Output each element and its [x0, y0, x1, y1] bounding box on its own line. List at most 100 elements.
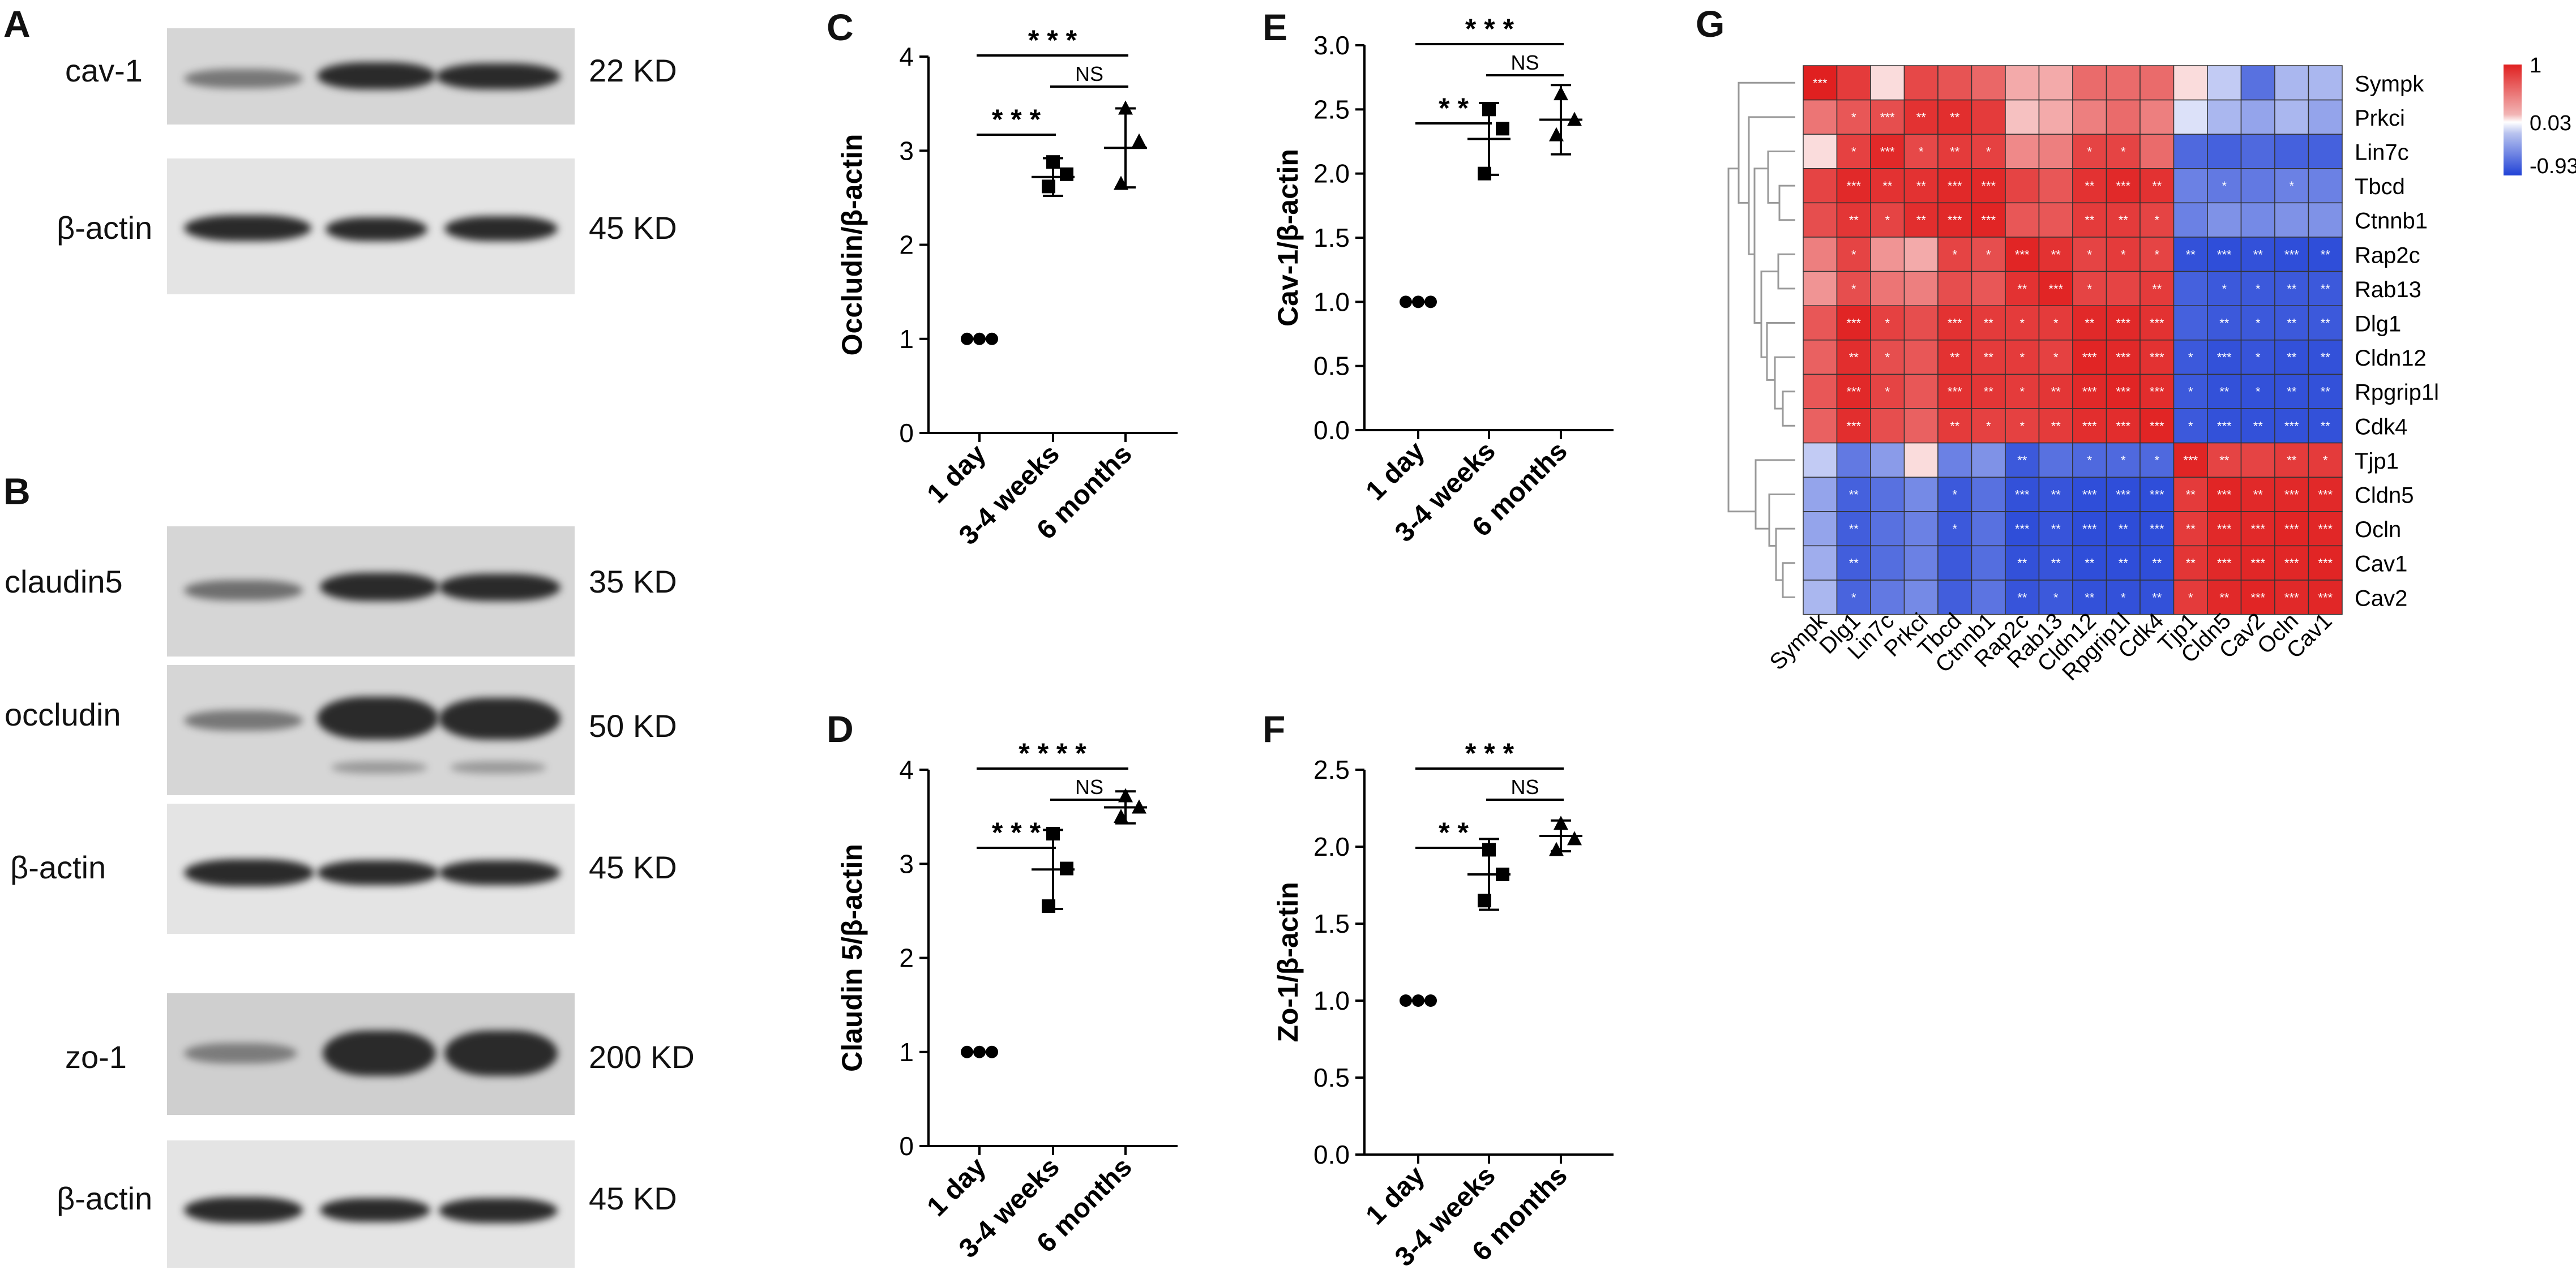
chart-f-point [1549, 842, 1564, 856]
heatmap-row-label: Lin7c [2355, 140, 2409, 165]
heatmap-cell [2240, 545, 2275, 581]
heatmap-star: ** [2051, 385, 2061, 399]
heatmap-star: ** [2219, 316, 2230, 331]
heatmap-cell [1971, 65, 2006, 101]
heatmap-cell [2005, 340, 2040, 375]
heatmap-cell [1903, 511, 1939, 547]
chart-d-ytick-label: 3 [899, 849, 914, 878]
heatmap-star: *** [2284, 488, 2299, 502]
heatmap-star: ** [1984, 316, 1994, 331]
heatmap-star: * [2121, 453, 2126, 467]
chart-d-ytick-label: 1 [899, 1037, 914, 1067]
heatmap-star: *** [2015, 488, 2030, 502]
heatmap-cell [1903, 408, 1939, 444]
heatmap-star: ** [2321, 247, 2331, 261]
heatmap-star: * [2121, 145, 2126, 159]
heatmap-star: * [1919, 145, 1924, 159]
heatmap-cell [1870, 442, 1905, 478]
dendrogram-branch [1782, 391, 1795, 427]
heatmap-cell [2005, 65, 2040, 101]
heatmap-cell [1937, 442, 1972, 478]
heatmap-star: * [1885, 350, 1890, 364]
heatmap-star: *** [2116, 316, 2130, 331]
heatmap-star: * [2019, 350, 2025, 364]
blot-image-actin-a [167, 158, 575, 294]
heatmap-cell [2207, 65, 2242, 101]
heatmap-cell [2173, 340, 2208, 375]
chart-f-sig-label: NS [1510, 775, 1539, 799]
heatmap-star: *** [2048, 282, 2063, 296]
chart-f-ytick-label: 1.0 [1313, 986, 1350, 1015]
chart-c-ytick-label: 3 [899, 136, 914, 165]
heatmap-star: *** [2250, 590, 2265, 604]
heatmap-star: *** [2250, 556, 2265, 570]
heatmap-star: *** [2250, 522, 2265, 536]
heatmap-star: *** [2318, 522, 2333, 536]
heatmap-star: *** [2284, 247, 2299, 261]
chart-f-ytick-label: 2.5 [1313, 755, 1350, 784]
heatmap-cell [1903, 271, 1939, 306]
blot-label-actin-b1: β-actin [10, 850, 106, 885]
heatmap-star: ** [2051, 556, 2061, 570]
chart-e-ytick-label: 0.0 [1313, 415, 1350, 445]
heatmap-star: *** [2318, 488, 2333, 502]
heatmap-row-label: Cav2 [2355, 586, 2407, 611]
heatmap-star: ** [1849, 350, 1859, 364]
dendrogram-branch [1777, 253, 1795, 290]
heatmap-star: *** [1948, 385, 1962, 399]
chart-c-point [1132, 133, 1146, 148]
heatmap-star: * [2256, 282, 2261, 296]
heatmap-cell [1803, 408, 1838, 444]
dendrogram-branch [1768, 494, 1795, 547]
heatmap-cell [2072, 442, 2107, 478]
heatmap-star: *** [1981, 213, 1996, 228]
heatmap-cell [2005, 237, 2040, 272]
chart-e-ylabel: Cav-1/β-actin [1272, 149, 1304, 327]
heatmap-cell [2240, 408, 2275, 444]
heatmap-cell [2274, 237, 2309, 272]
heatmap-star: ** [1849, 556, 1859, 570]
heatmap-star: * [1851, 145, 1856, 159]
heatmap-cell [1836, 408, 1871, 444]
heatmap-cell [2308, 511, 2343, 547]
heatmap-cell [2240, 99, 2275, 135]
heatmap-star: *** [2150, 419, 2164, 433]
heatmap-star: *** [2116, 488, 2130, 502]
heatmap-cell [2308, 442, 2343, 478]
heatmap-star: * [2222, 179, 2227, 193]
heatmap-star: ** [1849, 488, 1859, 502]
heatmap-cell [1971, 99, 2006, 135]
heatmap-star: ** [2287, 453, 2297, 467]
heatmap-cell [2274, 99, 2309, 135]
heatmap-cell [1971, 237, 2006, 272]
chart-f-ytick-label: 0.5 [1313, 1063, 1350, 1092]
chart-f-point [1424, 994, 1437, 1007]
chart-c-sig-label: * * * [1028, 24, 1077, 56]
dendrogram-branch [1755, 459, 1795, 530]
heatmap-cell [1836, 580, 1871, 615]
chart-e-point [1496, 122, 1509, 136]
chart-g: **** *** ** *** *** * ** * * **** ** ** *** *** ** *** *… [1727, 54, 2576, 685]
chart-d-sig-label: * * * * [1019, 737, 1086, 769]
heatmap-cell [1937, 545, 1972, 581]
panel-letter-e: E [1263, 6, 1288, 48]
heatmap-star: ** [2321, 316, 2331, 331]
dendrogram-branch [1782, 562, 1795, 598]
heatmap-cell [2106, 340, 2141, 375]
heatmap-cell [1803, 168, 1838, 204]
dendrogram-branch [1775, 527, 1795, 581]
heatmap-cell [1903, 545, 1939, 581]
heatmap-cell [2038, 168, 2073, 204]
heatmap-star: ** [2219, 385, 2230, 399]
heatmap-star: *** [1846, 179, 1861, 193]
heatmap-cell [2173, 202, 2208, 238]
blot-label-occludin: occludin [5, 697, 121, 732]
heatmap-star: ** [1849, 213, 1859, 228]
heatmap-cell [1836, 202, 1871, 238]
chart-f-sig-label: * * * [1465, 737, 1514, 769]
heatmap-cell [1803, 305, 1838, 341]
heatmap-star: ** [2085, 179, 2095, 193]
heatmap-cell [1803, 442, 1838, 478]
